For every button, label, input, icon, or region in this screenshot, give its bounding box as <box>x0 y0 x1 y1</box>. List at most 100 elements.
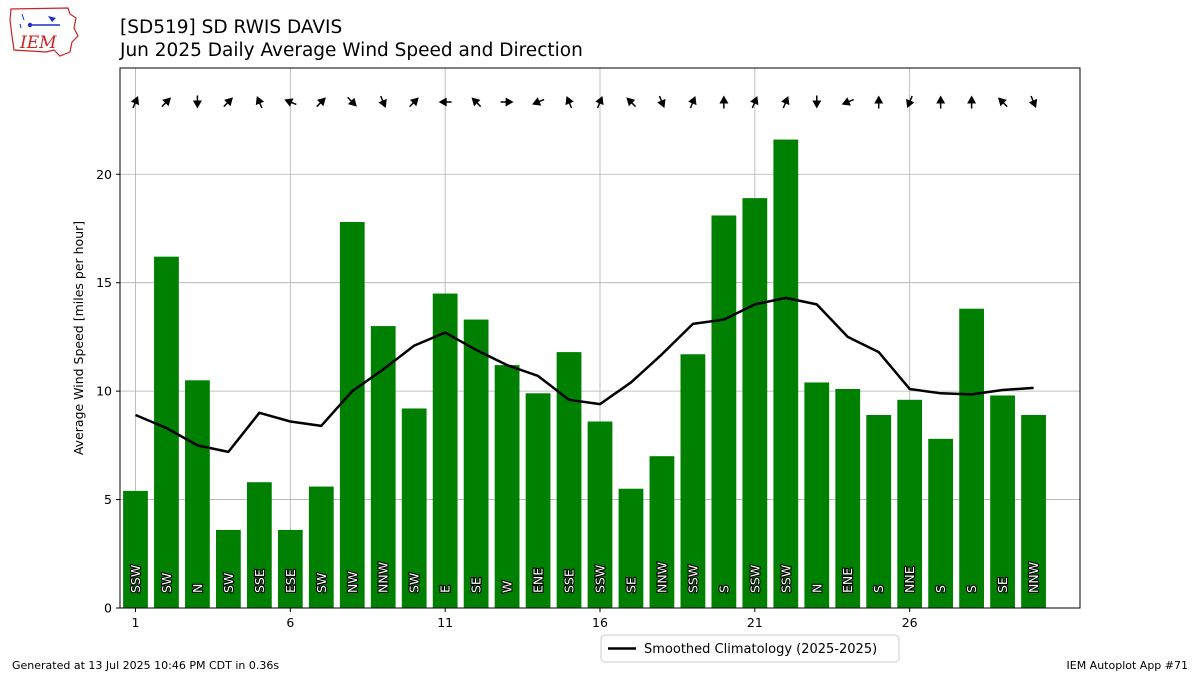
wind-arrow-head <box>162 97 172 107</box>
wind-arrow-head <box>192 100 202 109</box>
wind-arrow-head <box>997 97 1007 107</box>
bar-day-3 <box>185 380 210 608</box>
bar-day-6 <box>277 529 303 608</box>
direction-label-day-30: NNW <box>1026 562 1041 593</box>
y-tick-label: 5 <box>104 492 112 507</box>
bars <box>123 139 1046 609</box>
bar-day-14 <box>525 393 551 608</box>
wind-arrow-head <box>657 98 666 109</box>
wind-arrow-head <box>378 98 387 109</box>
bar-day-5 <box>246 482 272 608</box>
bar-day-23 <box>804 382 830 608</box>
direction-label-day-27: S <box>933 585 948 593</box>
direction-label-day-15: SSE <box>562 569 577 593</box>
wind-arrow-head <box>781 95 790 106</box>
wind-arrow-day-12 <box>471 97 482 108</box>
x-tick-label: 26 <box>902 615 918 630</box>
wind-arrow-day-28 <box>967 95 977 109</box>
app-credit: IEM Autoplot App #71 <box>1066 659 1189 672</box>
bar-day-16 <box>587 421 613 608</box>
wind-arrow-head <box>595 95 604 106</box>
direction-label-day-18: NNW <box>654 562 669 593</box>
wind-arrow-day-29 <box>997 97 1008 108</box>
wind-arrow-day-19 <box>688 95 697 109</box>
bar-day-24 <box>835 388 861 608</box>
bar-day-17 <box>618 488 644 608</box>
wind-arrow-head <box>130 95 140 106</box>
wind-arrow-day-30 <box>1028 95 1038 109</box>
direction-label-day-24: ENE <box>840 568 855 593</box>
direction-label-day-16: SSW <box>593 565 608 593</box>
wind-arrow-head <box>936 95 946 104</box>
bar-day-18 <box>649 456 675 608</box>
wind-arrow-day-2 <box>161 97 172 108</box>
wind-arrow-head <box>438 97 447 107</box>
wind-arrow-head <box>348 97 357 107</box>
legend: Smoothed Climatology (2025-2025) <box>600 634 900 663</box>
logo-text: IEM <box>19 33 57 53</box>
direction-label-day-3: N <box>190 584 205 593</box>
wind-arrow-head <box>750 95 759 106</box>
x-tick-label: 16 <box>592 615 608 630</box>
wind-arrow-head <box>284 98 294 107</box>
climatology-line-group <box>134 296 1034 454</box>
bar-day-11 <box>432 293 458 608</box>
direction-label-day-28: S <box>964 585 979 593</box>
wind-arrow-day-17 <box>626 97 637 108</box>
bar-day-28 <box>959 308 984 608</box>
bar-day-20 <box>711 215 737 608</box>
wind-arrow-day-10 <box>409 97 419 108</box>
direction-labels: SSW SW N SW SSE ESE SW NW NNW SW E SE W ENE SSE SSW SE NN… <box>127 561 1042 594</box>
wind-arrow-head <box>255 95 265 106</box>
y-tick-label: 0 <box>104 601 112 616</box>
bar-day-25 <box>866 414 892 608</box>
wind-arrow-head <box>565 95 574 106</box>
bar-day-21 <box>742 198 768 608</box>
wind-arrow-head <box>626 97 636 107</box>
wind-arrow-day-22 <box>781 95 790 109</box>
wind-arrow-day-24 <box>841 97 855 106</box>
direction-label-day-20: S <box>716 585 731 593</box>
direction-label-day-12: SE <box>469 577 484 593</box>
chart-subtitle: Jun 2025 Daily Average Wind Speed and Di… <box>120 40 583 61</box>
wind-arrow-day-15 <box>565 95 574 109</box>
direction-label-day-5: SSE <box>252 569 267 593</box>
direction-label-day-22: SSW <box>778 565 793 593</box>
wind-arrow-day-23 <box>812 95 822 109</box>
bar-day-4 <box>216 529 241 608</box>
wind-arrow-day-11 <box>438 97 452 107</box>
wind-arrow-head <box>317 97 326 107</box>
bar-day-19 <box>680 354 706 608</box>
y-axis-label: Average Wind Speed [miles per hour] <box>71 221 86 455</box>
direction-label-day-19: SSW <box>685 565 700 593</box>
bar-day-13 <box>494 365 520 608</box>
wind-arrow-day-4 <box>223 97 233 108</box>
wind-arrow-head <box>874 95 884 104</box>
bar-day-8 <box>339 221 365 609</box>
y-tick-label: 20 <box>96 167 112 182</box>
direction-label-day-23: N <box>809 584 824 593</box>
chart-title: [SD519] SD RWIS DAVIS <box>120 17 343 38</box>
wind-arrow-head <box>505 97 514 107</box>
wind-arrow-head <box>967 95 977 104</box>
wind-arrow-day-3 <box>192 95 202 109</box>
direction-label-day-6: ESE <box>283 569 298 593</box>
bar-day-26 <box>897 399 923 608</box>
wind-arrow-day-16 <box>595 95 604 109</box>
bar-day-29 <box>990 395 1015 608</box>
wind-arrow-day-25 <box>874 95 884 109</box>
direction-label-day-11: E <box>438 585 453 593</box>
wind-arrows <box>130 95 1038 109</box>
direction-label-day-29: SE <box>995 577 1010 593</box>
wind-arrow-day-7 <box>316 97 326 108</box>
x-tick-label: 1 <box>132 615 140 630</box>
direction-label-day-17: SE <box>623 577 638 593</box>
bar-day-12 <box>463 319 489 608</box>
wind-arrow-day-20 <box>719 95 729 109</box>
x-tick-label: 6 <box>286 615 294 630</box>
direction-label-day-25: S <box>871 585 886 593</box>
wind-arrow-day-26 <box>906 95 915 109</box>
climatology-line <box>134 296 1034 454</box>
bar-day-10 <box>401 408 427 608</box>
